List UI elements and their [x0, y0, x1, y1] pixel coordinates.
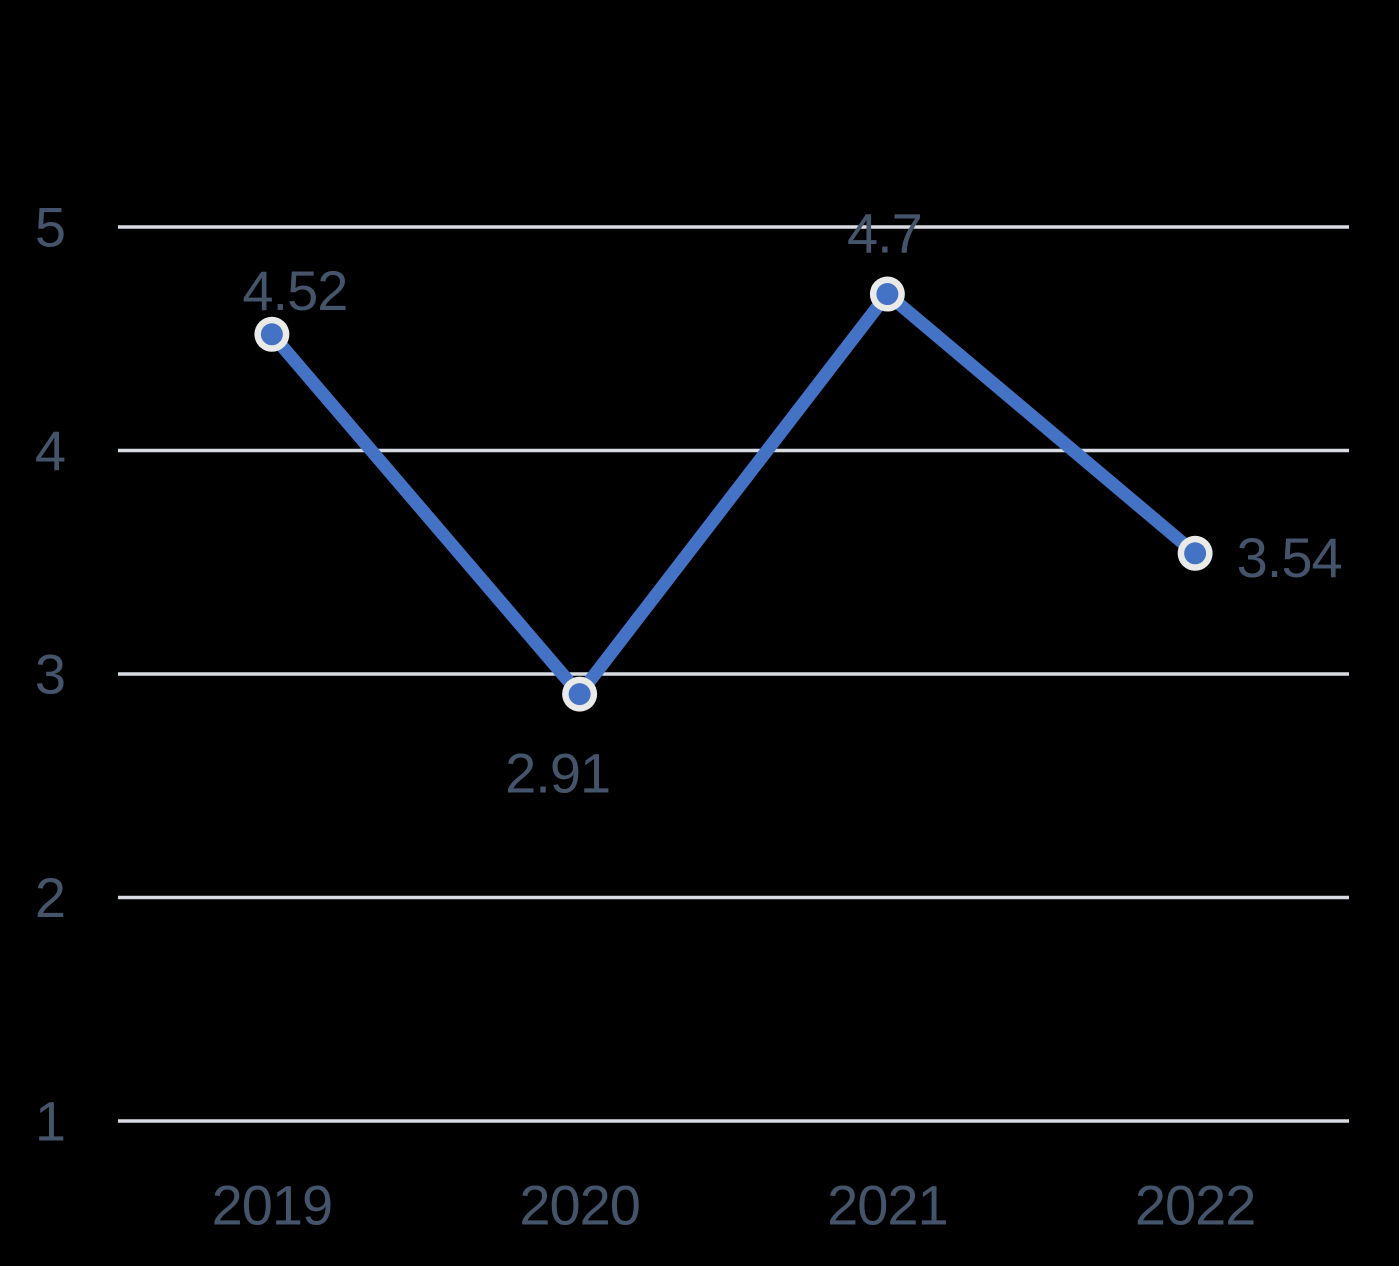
x-axis-label: 2021	[827, 1174, 948, 1237]
y-tick-label: 4	[35, 419, 65, 482]
data-point-marker	[568, 683, 591, 706]
data-point-marker	[876, 283, 899, 306]
y-tick-label: 5	[35, 196, 65, 259]
x-axis-label: 2022	[1135, 1174, 1256, 1237]
y-tick-label: 3	[35, 643, 65, 706]
data-point-marker	[260, 323, 283, 346]
data-point-label: 3.54	[1237, 526, 1342, 589]
data-point-marker	[1184, 542, 1207, 565]
y-tick-label: 1	[35, 1090, 65, 1153]
x-axis-label: 2020	[519, 1174, 640, 1237]
x-axis-label: 2019	[212, 1174, 333, 1237]
data-point-label: 4.52	[242, 259, 347, 322]
data-line	[265, 287, 1202, 701]
y-tick-label: 2	[35, 866, 65, 929]
data-point-label: 2.91	[505, 742, 610, 805]
data-point-label: 4.7	[847, 202, 922, 265]
